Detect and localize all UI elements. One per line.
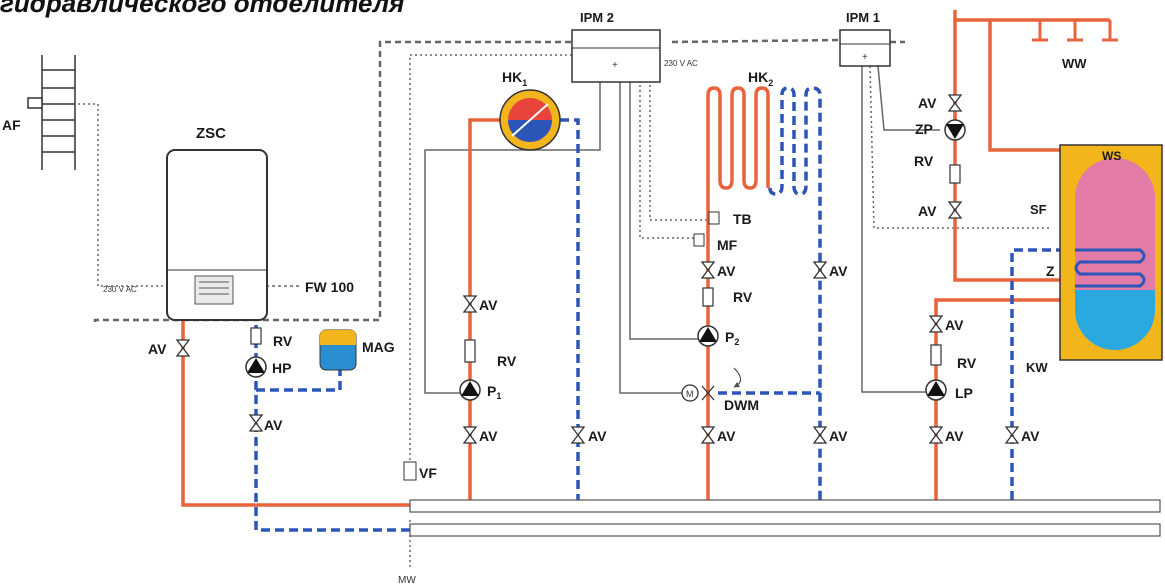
av-label: AV	[148, 341, 167, 357]
vf-label: VF	[419, 465, 437, 481]
rv-label: RV	[273, 333, 293, 349]
av-label: AV	[588, 428, 607, 444]
boiler-voltage-label: 230 V AC	[103, 285, 137, 294]
hk2-label: HK2	[748, 69, 773, 88]
tb-sensor-icon	[708, 211, 720, 225]
supply-pipes	[181, 10, 1118, 507]
check-valve-icons	[250, 164, 961, 366]
kw-label: KW	[1026, 360, 1048, 375]
rv-label: RV	[733, 289, 753, 305]
av-label: AV	[829, 428, 848, 444]
zsc-label: ZSC	[196, 125, 226, 142]
hydraulic-header	[409, 499, 1161, 537]
hk1-label: HK1	[502, 69, 527, 88]
storage-tank-ws	[1059, 144, 1163, 361]
mf-sensor-icon	[693, 233, 705, 247]
outdoor-sensor-wall	[27, 55, 76, 170]
av-label: AV	[829, 263, 848, 279]
dwm-mixer-icon	[681, 367, 741, 402]
boiler-zsc	[166, 149, 268, 321]
valve-icons	[175, 94, 1020, 444]
ipm2-module: +	[571, 29, 661, 83]
svg-text:+: +	[862, 52, 868, 63]
rv-label: RV	[914, 153, 934, 169]
ww-label: WW	[1062, 56, 1087, 71]
av-label: AV	[918, 203, 937, 219]
ipm1-label: IPM 1	[846, 10, 880, 25]
mag-label: MAG	[362, 339, 395, 355]
ipm2-label: IPM 2	[580, 10, 614, 25]
av-label: AV	[717, 428, 736, 444]
tb-label: TB	[733, 211, 752, 227]
av-label: AV	[918, 95, 937, 111]
vf-sensor-icon	[403, 461, 417, 481]
fw100-label: FW 100	[305, 279, 354, 295]
av-label: AV	[1021, 428, 1040, 444]
lp-label: LP	[955, 385, 973, 401]
av-label: AV	[945, 317, 964, 333]
p2-label: P2	[725, 329, 739, 347]
av-label: AV	[264, 417, 283, 433]
av-label: AV	[479, 428, 498, 444]
m-label: M	[686, 389, 694, 399]
rv-label: RV	[957, 355, 977, 371]
ws-label: WS	[1102, 149, 1121, 163]
mf-label: MF	[717, 237, 738, 253]
zp-label: ZP	[915, 121, 933, 137]
av-label: AV	[945, 428, 964, 444]
mw-label: MW	[398, 575, 416, 586]
rv-label: RV	[497, 353, 517, 369]
ipm1-module: +	[839, 29, 891, 67]
control-lines	[78, 38, 1052, 568]
av-label: AV	[717, 263, 736, 279]
av-label: AV	[479, 297, 498, 313]
sf-label: SF	[1030, 202, 1047, 217]
dwm-label: DWM	[724, 397, 759, 413]
svg-text:+: +	[612, 60, 618, 71]
hp-label: HP	[272, 360, 291, 376]
return-pipes	[254, 86, 1060, 532]
mag-expansion-vessel-icon	[319, 329, 357, 371]
ipm2-voltage-label: 230 V AC	[664, 59, 698, 68]
p1-label: P1	[487, 383, 501, 401]
hk1-radiator-icon	[499, 89, 561, 151]
af-label: AF	[2, 117, 21, 133]
diagram-heading: гидравлического отделителя	[0, 0, 405, 18]
z-label: Z	[1046, 263, 1055, 279]
